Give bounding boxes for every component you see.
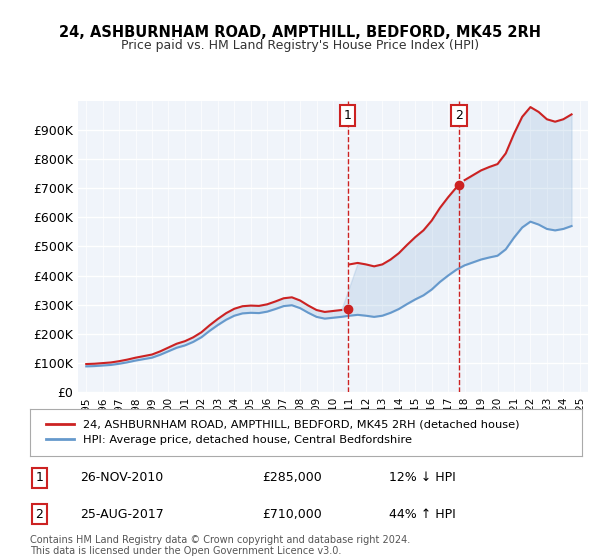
Text: Contains HM Land Registry data © Crown copyright and database right 2024.
This d: Contains HM Land Registry data © Crown c… xyxy=(30,535,410,557)
Text: 1: 1 xyxy=(344,109,352,122)
Text: Price paid vs. HM Land Registry's House Price Index (HPI): Price paid vs. HM Land Registry's House … xyxy=(121,39,479,52)
Text: 2: 2 xyxy=(455,109,463,122)
Text: 25-AUG-2017: 25-AUG-2017 xyxy=(80,507,163,521)
Legend: 24, ASHBURNHAM ROAD, AMPTHILL, BEDFORD, MK45 2RH (detached house), HPI: Average : 24, ASHBURNHAM ROAD, AMPTHILL, BEDFORD, … xyxy=(41,415,524,450)
Text: £710,000: £710,000 xyxy=(262,507,322,521)
Text: 44% ↑ HPI: 44% ↑ HPI xyxy=(389,507,455,521)
Text: 1: 1 xyxy=(35,472,43,484)
Text: 2: 2 xyxy=(35,507,43,521)
Text: 12% ↓ HPI: 12% ↓ HPI xyxy=(389,472,455,484)
Text: 24, ASHBURNHAM ROAD, AMPTHILL, BEDFORD, MK45 2RH: 24, ASHBURNHAM ROAD, AMPTHILL, BEDFORD, … xyxy=(59,25,541,40)
Text: £285,000: £285,000 xyxy=(262,472,322,484)
Text: 26-NOV-2010: 26-NOV-2010 xyxy=(80,472,163,484)
